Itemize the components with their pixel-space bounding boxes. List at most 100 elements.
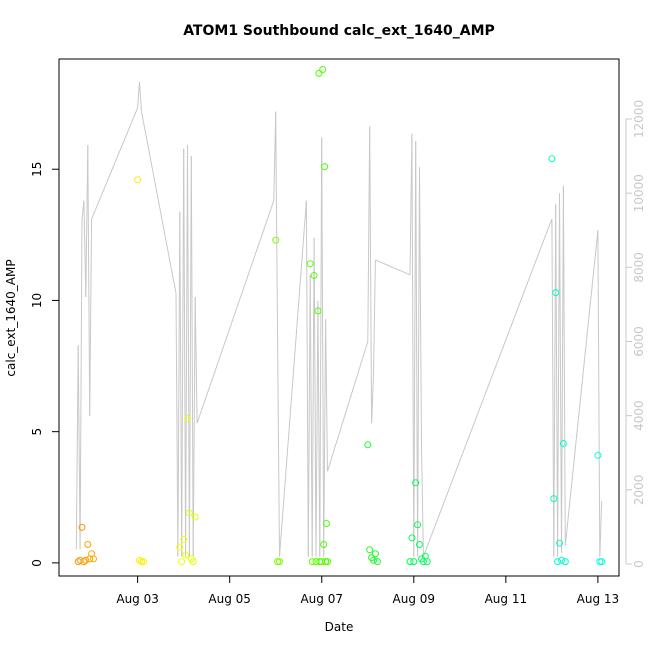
line-segment	[367, 126, 371, 342]
line-segment	[183, 148, 187, 557]
line-segment	[597, 230, 601, 557]
line-segment	[179, 211, 183, 557]
data-point	[314, 307, 322, 315]
y2-tick-label: 6000	[632, 326, 646, 357]
line-segment	[561, 185, 564, 553]
y-axis-left: 0 5 10 15	[30, 162, 59, 567]
data-point	[182, 551, 190, 559]
line-segment	[279, 200, 307, 557]
data-point	[84, 541, 92, 548]
x-axis-label: Date	[325, 620, 354, 634]
x-tick-label: Aug 13	[577, 592, 620, 606]
x-tick-label: Aug 09	[393, 592, 436, 606]
y-tick-label: 0	[30, 559, 44, 567]
data-point	[319, 66, 327, 73]
line-segment	[194, 296, 198, 424]
data-point	[308, 558, 316, 566]
line-segment	[421, 445, 424, 557]
data-point	[310, 272, 318, 279]
data-point	[366, 546, 374, 554]
line-segment	[319, 137, 323, 557]
line-segment	[83, 200, 87, 298]
line-segment	[175, 293, 179, 557]
line-segment	[277, 341, 280, 557]
line-segment	[557, 193, 560, 557]
data-point	[598, 558, 606, 566]
x-tick-label: Aug 11	[485, 592, 528, 606]
line-segment	[599, 500, 603, 557]
line-segment	[555, 204, 559, 557]
data-point	[90, 555, 97, 563]
right-axis-line-series	[75, 81, 603, 557]
data-point	[548, 155, 556, 163]
x-tick-label: Aug 07	[300, 592, 343, 606]
data-point	[306, 260, 314, 268]
y2-tick-label: 12000	[632, 100, 646, 138]
line-segment	[419, 167, 422, 446]
data-point	[189, 558, 197, 566]
y2-tick-label: 4000	[632, 400, 646, 431]
data-point	[178, 558, 186, 566]
line-segment	[321, 137, 325, 557]
x-tick-label: Aug 03	[116, 592, 159, 606]
data-point	[408, 534, 416, 542]
line-segment	[553, 204, 557, 557]
data-point	[315, 69, 323, 77]
data-point	[558, 556, 565, 564]
line-segment	[559, 193, 562, 553]
line-segment	[309, 274, 313, 557]
data-point	[82, 556, 90, 564]
line-segment	[181, 148, 185, 557]
line-segment	[551, 219, 555, 557]
line-segment	[375, 259, 411, 276]
line-segment	[315, 300, 319, 557]
data-point	[139, 558, 147, 566]
data-point	[416, 541, 423, 548]
line-segment	[411, 133, 415, 557]
line-segment	[562, 185, 566, 546]
data-point	[176, 543, 184, 551]
data-point	[322, 558, 330, 566]
data-point	[554, 558, 562, 566]
data-point	[412, 479, 420, 487]
y2-tick-label: 0	[632, 560, 646, 568]
data-point	[364, 441, 372, 449]
line-segment	[196, 200, 275, 424]
line-segment	[545, 218, 553, 235]
line-segment	[307, 274, 311, 557]
data-point	[406, 558, 414, 566]
y2-tick-label: 2000	[632, 475, 646, 506]
line-segment	[305, 200, 309, 557]
line-segment	[85, 144, 89, 298]
data-point	[370, 556, 377, 564]
line-segment	[177, 211, 181, 557]
y-axis-right: 0 2000 4000 6000 8000 10000 12000	[625, 100, 646, 568]
data-point	[272, 236, 280, 244]
data-point	[559, 440, 567, 447]
data-point	[276, 558, 283, 566]
line-segment	[89, 219, 93, 416]
line-segment	[187, 144, 190, 557]
y2-tick-label: 10000	[632, 174, 646, 212]
data-point	[320, 541, 328, 548]
line-segment	[192, 296, 196, 557]
left-axis-point-series	[74, 66, 606, 566]
y2-tick-label: 8000	[632, 252, 646, 283]
line-segment	[415, 141, 419, 557]
chart-title: ATOM1 Southbound calc_ext_1640_AMP	[183, 23, 495, 39]
line-segment	[417, 167, 420, 557]
y-axis-label: calc_ext_1640_AMP	[4, 259, 18, 376]
data-point	[596, 558, 604, 566]
line-segment	[371, 374, 374, 424]
data-point	[78, 523, 86, 531]
line-segment	[141, 111, 177, 294]
data-point	[324, 558, 331, 566]
data-point	[594, 451, 602, 459]
line-segment	[188, 156, 192, 557]
x-axis: Aug 03 Aug 05 Aug 07 Aug 09 Aug 11 Aug 13	[116, 575, 620, 606]
line-segment	[190, 156, 194, 557]
data-point	[185, 509, 193, 517]
x-tick-label: Aug 05	[208, 592, 251, 606]
y-tick-label: 5	[30, 428, 44, 436]
